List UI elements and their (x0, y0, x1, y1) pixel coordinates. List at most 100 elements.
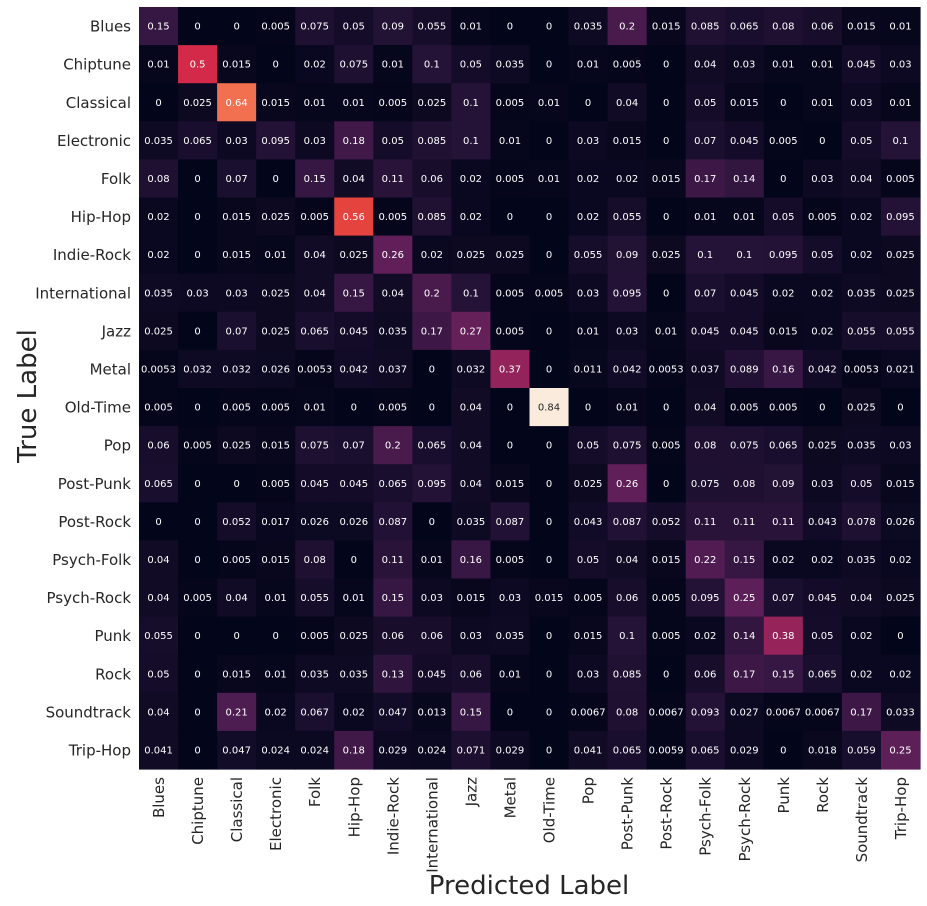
heatmap-cell (217, 7, 257, 46)
heatmap-cell-value: 0.0067 (571, 707, 606, 718)
heatmap-cell-value: 0.043 (574, 517, 603, 528)
heatmap-cell-value: 0.005 (183, 593, 212, 604)
heatmap-cell-value: 0 (546, 555, 552, 566)
heatmap-cell-value: 0.03 (499, 593, 521, 604)
heatmap-cell-value: 0.025 (457, 250, 486, 261)
heatmap-cell (607, 464, 648, 503)
heatmap-cell (724, 273, 765, 313)
heatmap-cell (217, 159, 257, 199)
heatmap-cell (334, 540, 374, 580)
heatmap-cell (217, 349, 257, 389)
heatmap-cell (802, 616, 843, 656)
heatmap-cell (490, 349, 531, 389)
heatmap-cell (217, 273, 257, 313)
heatmap-cell-value: 0.015 (652, 555, 681, 566)
heatmap-cell-value: 0.08 (616, 707, 638, 718)
heatmap-cell (490, 730, 531, 770)
heatmap-cell (373, 464, 413, 503)
heatmap-cell-value: 0.015 (535, 593, 564, 604)
heatmap-cell-value: 0 (546, 250, 552, 261)
heatmap-cell (256, 121, 296, 160)
heatmap-cell-value: 0.03 (304, 136, 326, 147)
heatmap-cell (646, 45, 687, 84)
heatmap-cell-value: 0.065 (808, 669, 837, 680)
heatmap-cell-value: 0.045 (691, 326, 720, 337)
heatmap-cell-value: 0.055 (144, 631, 173, 642)
heatmap-cell-value: 0.035 (378, 326, 407, 337)
heatmap-cell-value: 0.18 (343, 136, 365, 147)
heatmap-cell-value: 0.05 (577, 555, 599, 566)
heatmap-cell-value: 0.015 (730, 98, 759, 109)
heatmap-cell-value: 0.04 (460, 479, 482, 490)
heatmap-cell (763, 45, 804, 84)
heatmap-cell-value: 0 (233, 479, 239, 490)
heatmap-cell (490, 83, 531, 122)
heatmap-cell-value: 0.095 (418, 479, 447, 490)
heatmap-cell (607, 426, 648, 465)
heatmap-cell (568, 540, 609, 580)
heatmap-cell-value: 0.045 (847, 60, 876, 71)
heatmap-cell (685, 159, 726, 199)
heatmap-cell-value: 0.055 (300, 593, 329, 604)
heatmap-cell (646, 83, 687, 122)
heatmap-cell (763, 730, 804, 770)
heatmap-cell (334, 730, 374, 770)
heatmap-cell (451, 45, 492, 84)
heatmap-cell (178, 273, 218, 313)
heatmap-cell-value: 0 (897, 631, 903, 642)
heatmap-cell-value: 0.075 (300, 22, 329, 33)
heatmap-cell-value: 0.15 (733, 555, 755, 566)
heatmap-cell (802, 45, 843, 84)
heatmap-cell (646, 540, 687, 580)
heatmap-cell (490, 45, 531, 84)
heatmap-cell (529, 578, 570, 618)
heatmap-cell (568, 7, 609, 46)
x-axis-tick-label: Old-Time (541, 777, 559, 843)
heatmap-cell (490, 540, 531, 580)
heatmap-cell-value: 0.2 (385, 441, 401, 452)
heatmap-cell-value: 0.02 (811, 326, 833, 337)
heatmap-cell-value: 0.015 (613, 136, 642, 147)
heatmap-cell (217, 121, 257, 160)
heatmap-cell-value: 0.02 (460, 174, 482, 185)
heatmap-cell-value: 0.085 (418, 136, 447, 147)
heatmap-cell (412, 578, 452, 618)
heatmap-cell-value: 0.005 (378, 98, 407, 109)
heatmap-cell-value: 0.005 (652, 441, 681, 452)
heatmap-cell-value: 0.06 (147, 441, 169, 452)
heatmap-cell-value: 0.025 (222, 441, 251, 452)
heatmap-cell-value: 0.045 (730, 136, 759, 147)
heatmap-cell-value: 0.01 (304, 98, 326, 109)
heatmap-cell-value: 0.07 (343, 441, 365, 452)
heatmap-cell (763, 616, 804, 656)
heatmap-cell (841, 692, 882, 732)
heatmap-cell (334, 692, 374, 732)
heatmap-cell (802, 159, 843, 199)
heatmap-cell (295, 273, 335, 313)
heatmap-cell-value: 0.01 (147, 60, 169, 71)
heatmap-cell (685, 616, 726, 656)
heatmap-cell-value: 0.025 (886, 593, 915, 604)
heatmap-cell-value: 0.005 (652, 631, 681, 642)
heatmap-cell-value: 0.04 (147, 593, 169, 604)
heatmap-cell (763, 159, 804, 199)
heatmap-cell-value: 0.01 (265, 250, 287, 261)
heatmap-cell (841, 83, 882, 122)
heatmap-cell (880, 197, 921, 237)
heatmap-cell-value: 0.06 (382, 631, 404, 642)
heatmap-cell (685, 388, 726, 427)
heatmap-cell (412, 502, 452, 541)
heatmap-cell-value: 0.065 (691, 745, 720, 756)
heatmap-cell-value: 0.035 (339, 669, 368, 680)
heatmap-cell (763, 349, 804, 389)
heatmap-cell (334, 273, 374, 313)
heatmap-cell (802, 540, 843, 580)
heatmap-cell (685, 578, 726, 618)
heatmap-cell (529, 426, 570, 465)
heatmap-cell-value: 0.02 (147, 250, 169, 261)
heatmap-cell (880, 83, 921, 122)
heatmap-cell (724, 654, 765, 694)
heatmap-cell (529, 311, 570, 351)
heatmap-cell (568, 311, 609, 351)
heatmap-cell (139, 311, 179, 351)
